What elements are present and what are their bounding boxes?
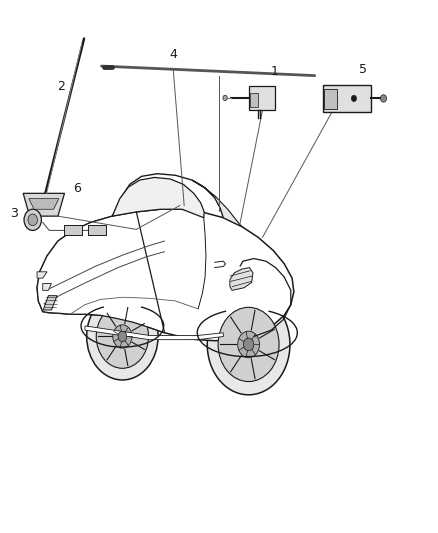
- Circle shape: [96, 305, 148, 368]
- Polygon shape: [37, 212, 165, 333]
- Circle shape: [218, 308, 279, 382]
- Text: 2: 2: [57, 80, 65, 93]
- Circle shape: [28, 214, 38, 225]
- Circle shape: [244, 338, 254, 351]
- Circle shape: [381, 95, 387, 102]
- Circle shape: [351, 95, 357, 102]
- Circle shape: [223, 95, 227, 101]
- FancyBboxPatch shape: [323, 85, 371, 112]
- Text: 3: 3: [10, 207, 18, 220]
- Polygon shape: [37, 272, 47, 278]
- Polygon shape: [23, 193, 64, 216]
- Circle shape: [118, 331, 127, 342]
- Polygon shape: [29, 199, 59, 209]
- Polygon shape: [85, 326, 223, 340]
- FancyBboxPatch shape: [251, 93, 258, 108]
- Text: 6: 6: [74, 182, 81, 195]
- Polygon shape: [192, 180, 242, 227]
- Circle shape: [238, 331, 259, 358]
- FancyBboxPatch shape: [250, 86, 275, 110]
- Circle shape: [113, 325, 132, 348]
- Text: 5: 5: [359, 63, 367, 76]
- FancyBboxPatch shape: [88, 225, 106, 235]
- Polygon shape: [230, 268, 253, 290]
- Polygon shape: [43, 284, 51, 290]
- Polygon shape: [113, 177, 204, 217]
- Circle shape: [24, 209, 42, 230]
- FancyBboxPatch shape: [64, 225, 82, 235]
- FancyBboxPatch shape: [324, 89, 336, 109]
- Text: 4: 4: [170, 48, 177, 61]
- Circle shape: [87, 293, 158, 380]
- Polygon shape: [43, 296, 57, 310]
- Text: 1: 1: [271, 65, 279, 78]
- Circle shape: [207, 294, 290, 395]
- Polygon shape: [37, 209, 294, 341]
